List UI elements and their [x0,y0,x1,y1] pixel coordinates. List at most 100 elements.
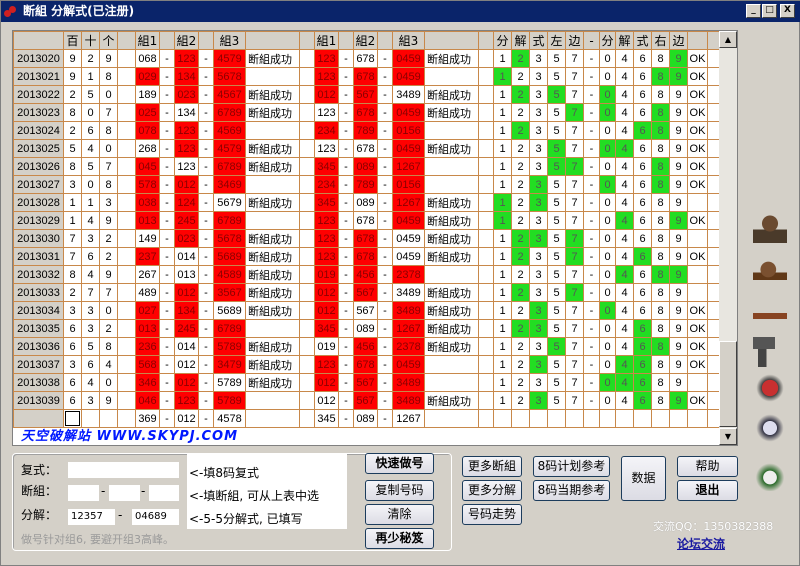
memo-line: <-5-5分解式, 已填写 [189,512,303,526]
blank-cell [117,193,136,212]
next-period-row[interactable]: 369-012-4578 345-089-1267 [13,409,720,428]
table-row[interactable]: 2013036 6 5 8 236-014-5789 断組成功 019-456-2378 断組… [13,337,720,356]
green-robot-icon[interactable] [753,461,787,491]
duanzu-input-2[interactable] [109,485,140,501]
table-row[interactable]: 2013031 7 6 2 237-014-5689 断組成功 123-678-0459 断組… [13,247,720,266]
trend-button[interactable]: 号码走势 [462,504,522,525]
separator: - [583,391,600,410]
fushi-input[interactable] [68,462,179,478]
help-button[interactable]: 帮助 [677,456,738,477]
separator: - [198,409,214,428]
period-cell: 2013033 [13,283,64,302]
data-button[interactable]: 数据 [621,456,666,501]
forum-link[interactable]: 论坛交流 [677,537,726,551]
separator: - [198,301,214,320]
table-row[interactable]: 2013029 1 4 9 013-245-6789 123-678-0459 断組成功 1 2… [13,211,720,230]
digit-cell: 7 [99,157,118,176]
maximize-button[interactable]: □ [762,4,777,18]
memo-box[interactable]: <-填8码复式 <-填断組, 可从上表中选 <-5-5分解式, 已填写 [187,454,347,529]
digit-cell: 9 [63,67,82,86]
table-row[interactable]: 2013020 9 2 9 068-123-4579 断組成功 123-678-0459 断組… [13,49,720,68]
duanzu-input-3[interactable] [149,485,179,501]
separator: - [377,85,393,104]
fenjie-left-cell: 1 [493,49,512,68]
character-icon[interactable] [753,213,787,243]
current8-button[interactable]: 8码当期参考 [533,480,610,501]
status-cell [245,391,300,410]
clear-button[interactable]: 清除 [365,504,434,525]
fenjie-right-input[interactable]: 04689 [132,509,179,525]
separator: - [377,67,393,86]
table-row[interactable]: 2013027 3 0 8 578-012-3469 234-789-0156 1 2 3 5 7-… [13,175,720,194]
pistol-icon[interactable] [753,337,787,367]
table-row[interactable]: 2013026 8 5 7 045-123-6789 断組成功 345-089-1267 1 2… [13,157,720,176]
group-cell: 0156 [392,175,425,194]
table-row[interactable]: 2013025 5 4 0 268-123-4579 断組成功 123-678-0459 断組… [13,139,720,158]
fenjie-left-cell: 2 [511,391,530,410]
more-duanzu-button[interactable]: 更多断組 [462,456,522,477]
separator: - [377,175,393,194]
empty-cell [707,409,720,428]
group-cell: 5789 [213,391,246,410]
close-button[interactable]: X [780,4,795,18]
table-row[interactable]: 2013023 8 0 7 025-134-6789 断組成功 123-678-0459 断組… [13,103,720,122]
table-row[interactable]: 2013039 6 3 9 046-123-5789 012-567-3489 断組成功 1 2… [13,391,720,410]
scroll-down-icon[interactable]: ▼ [719,428,737,445]
scroll-up-icon[interactable]: ▲ [719,31,737,48]
fenjie-right-cell: 8 [651,103,670,122]
tips-button[interactable]: 再少秘笈 [365,528,434,549]
table-row[interactable]: 2013021 9 1 8 029-134-5678 123-678-0459 1 2 3 5 7-… [13,67,720,86]
fenjie-left-cell: 2 [511,373,530,392]
minimize-button[interactable]: _ [746,4,761,18]
table-row[interactable]: 2013034 3 3 0 027-134-5689 断組成功 012-567-3489 断組… [13,301,720,320]
separator: - [377,193,393,212]
fenjie-right-cell: 4 [615,49,634,68]
rifle-icon[interactable] [753,301,787,331]
table-row[interactable]: 2013028 1 1 3 038-124-5679 断組成功 345-089-1267 断組… [13,193,720,212]
digit-cell: 2 [99,229,118,248]
digit-cell: 1 [81,193,100,212]
table-row[interactable]: 2013030 7 3 2 149-023-5678 断組成功 123-678-0459 断組… [13,229,720,248]
group-cell: 4579 [213,139,246,158]
more-fenjie-button[interactable]: 更多分解 [462,480,522,501]
table-row[interactable]: 2013024 2 6 8 078-123-4569 234-789-0156 1 2 3 5 7-… [13,121,720,140]
fenjie-right-cell: 0 [599,157,616,176]
robot-head-icon[interactable] [753,373,787,403]
group-cell: 234 [314,175,339,194]
fenjie-left-cell: 7 [565,193,584,212]
duanzu-input-1[interactable] [68,485,99,501]
fenjie-left-input[interactable]: 12357 [68,509,115,525]
ok-cell: OK [687,301,708,320]
separator: - [338,391,354,410]
group-cell: 5689 [213,301,246,320]
table-row[interactable]: 2013033 2 7 7 489-012-3567 断組成功 012-567-3489 断組… [13,283,720,302]
quick-pick-button[interactable]: 快速做号 [365,453,434,474]
separator: - [338,301,354,320]
header-ok [687,31,708,50]
separator: - [338,409,354,428]
scroll-thumb[interactable] [719,341,737,427]
vertical-scrollbar[interactable]: ▲ ▼ [719,31,737,445]
status-cell: 断組成功 [245,49,300,68]
blank-cell [478,49,494,68]
optimus-icon[interactable] [753,413,787,443]
digit-cell: 5 [63,139,82,158]
table-row[interactable]: 2013037 3 6 4 568-012-3479 断組成功 123-678-0459 1 2… [13,355,720,374]
table-row[interactable]: 2013035 6 3 2 013-245-6789 345-089-1267 断組成功 1 2… [13,319,720,338]
status-cell [424,175,479,194]
exit-button[interactable]: 退出 [677,480,738,501]
fenjie-left-cell: 5 [547,319,566,338]
results-grid[interactable]: 百十个組1 組2 組3 組1 組2 組3 分解式左边 - 分解式右边 2013020 9 2 9 068-… [12,30,738,446]
group-cell: 023 [174,85,199,104]
fenjie-left-cell: 3 [529,67,548,86]
fenjie-right-cell: 4 [615,67,634,86]
gunman-icon[interactable] [753,259,787,289]
checkbox[interactable] [65,411,80,426]
table-row[interactable]: 2013038 6 4 0 346-012-5789 断組成功 012-567-3489 1 2… [13,373,720,392]
table-row[interactable]: 2013022 2 5 0 189-023-4567 断組成功 012-567-3489 断組… [13,85,720,104]
copy-numbers-button[interactable]: 复制号码 [365,480,434,501]
blank-cell [117,391,136,410]
table-row[interactable]: 2013032 8 4 9 267-013-4589 断組成功 019-456-2378 1 2… [13,265,720,284]
fenjie-right-cell: 4 [615,229,634,248]
plan8-button[interactable]: 8码计划参考 [533,456,610,477]
